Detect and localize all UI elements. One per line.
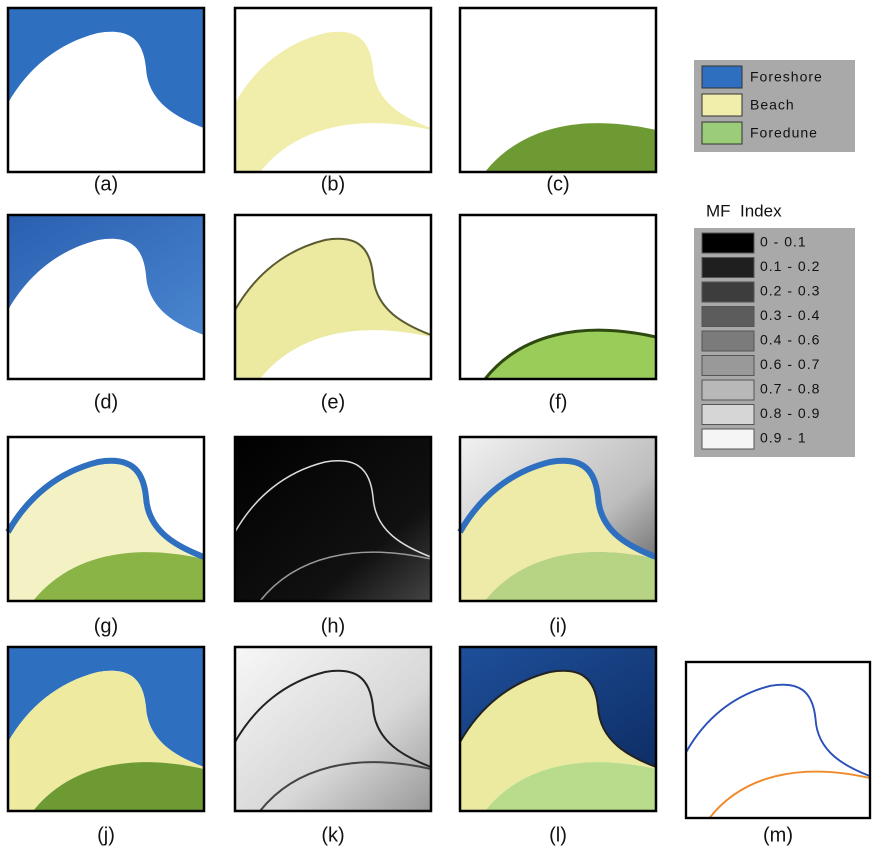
legend-label: 0.9 - 1 — [760, 430, 807, 446]
legend-swatch — [701, 93, 743, 117]
legend-label: Beach — [750, 97, 795, 113]
image-panel — [6, 645, 206, 813]
image-panel — [6, 213, 206, 381]
panel-frame — [233, 435, 433, 603]
panel-label: (e) — [321, 391, 345, 413]
panel-label: (c) — [546, 173, 569, 195]
legend-swatch — [701, 355, 755, 376]
background — [235, 437, 431, 601]
panel-frame — [6, 435, 206, 603]
legend-swatch — [701, 404, 755, 425]
panel-label: (h) — [321, 615, 345, 637]
legend-label: 0 - 0.1 — [760, 234, 807, 250]
image-panel — [233, 645, 433, 813]
panel-frame — [458, 435, 658, 603]
image-panel — [458, 6, 658, 174]
legend-swatch — [701, 306, 755, 327]
panel-label: (f) — [549, 391, 568, 413]
image-panel — [458, 213, 658, 381]
image-panel — [458, 645, 658, 813]
panel-frame — [233, 645, 433, 813]
legend-label: 0.3 - 0.4 — [760, 307, 820, 323]
panel-frame — [458, 213, 658, 381]
legend-label: 0.1 - 0.2 — [760, 258, 820, 274]
panel-label: (j) — [97, 824, 115, 846]
panel-frame — [458, 645, 658, 813]
image-panel — [233, 435, 433, 603]
legend-swatch — [701, 121, 743, 145]
panel-frame — [6, 213, 206, 381]
image-panel — [233, 213, 433, 381]
legend-label: 0.7 - 0.8 — [760, 381, 820, 397]
legend-swatch — [701, 232, 755, 254]
legend-swatch — [701, 65, 743, 89]
panel-label: (g) — [94, 615, 118, 637]
panel-background — [686, 662, 870, 818]
panel-label: (a) — [94, 173, 118, 195]
panel-label: (l) — [549, 824, 567, 846]
legend-label: 0.4 - 0.6 — [760, 332, 820, 348]
panel-frame — [233, 6, 433, 174]
panel-frame — [233, 213, 433, 381]
legend-label: Foreshore — [750, 69, 823, 85]
legend-swatch — [701, 281, 755, 303]
image-panel — [6, 435, 206, 603]
legend-label: 0.6 - 0.7 — [760, 356, 820, 372]
image-panel — [233, 6, 433, 174]
panel-label: (b) — [321, 173, 345, 195]
image-panel — [6, 6, 206, 174]
image-panel — [458, 435, 658, 603]
legend-label: Foredune — [750, 125, 818, 141]
panel-frame — [6, 6, 206, 174]
image-panel — [684, 660, 872, 820]
panel-label: (m) — [763, 824, 793, 846]
legend-swatch — [701, 379, 755, 401]
panel-frame — [458, 6, 658, 174]
legend-label: 0.8 - 0.9 — [760, 405, 820, 421]
panel-label: (d) — [94, 391, 118, 413]
legend-swatch — [701, 257, 755, 278]
panel-frame — [6, 645, 206, 813]
legend-label: 0.2 - 0.3 — [760, 283, 820, 299]
panel-frame — [684, 660, 872, 820]
legend-swatch — [701, 428, 755, 450]
legend-title: MF Index — [706, 201, 782, 220]
panel-label: (k) — [321, 824, 344, 846]
background — [235, 647, 431, 811]
legend-swatch — [701, 330, 755, 352]
panel-label: (i) — [549, 615, 567, 637]
